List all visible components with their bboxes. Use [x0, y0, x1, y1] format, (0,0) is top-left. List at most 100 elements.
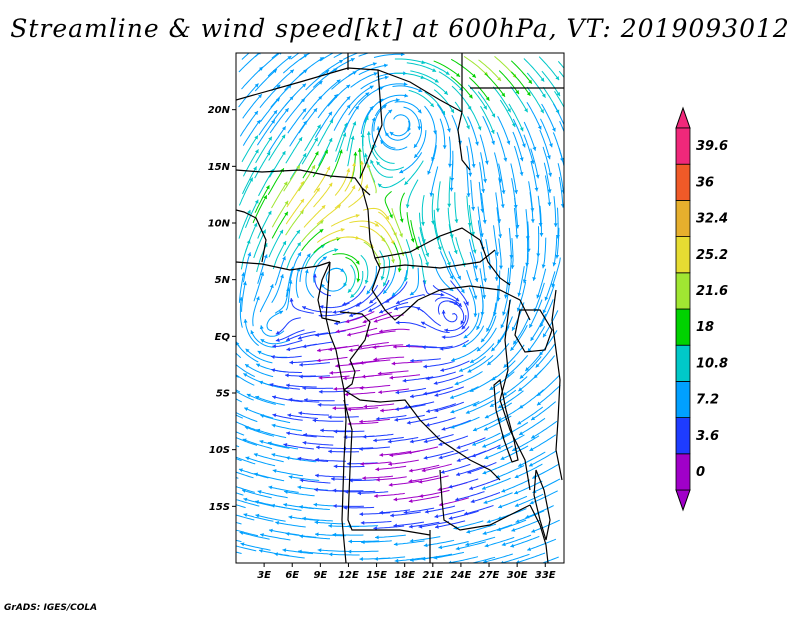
streamline [539, 129, 551, 160]
streamline-arrow [465, 301, 469, 306]
streamline [530, 313, 547, 342]
streamline [493, 285, 499, 317]
streamline-arrow [472, 249, 477, 254]
streamline-arrow [300, 198, 304, 203]
streamline-arrow [377, 371, 382, 376]
streamline [438, 449, 469, 459]
streamline-arrow [298, 549, 302, 554]
streamline [498, 238, 502, 270]
streamline-arrow [447, 261, 451, 266]
streamline-arrow [284, 211, 288, 216]
streamline-arrow [522, 279, 527, 284]
streamline-arrow [378, 183, 382, 188]
streamline-arrow [284, 108, 289, 113]
map-frame [235, 52, 565, 564]
streamline-arrow [318, 375, 323, 380]
streamline [480, 152, 486, 183]
streamline [298, 164, 316, 192]
streamline [347, 421, 379, 425]
streamline-arrow [410, 358, 414, 363]
streamline [510, 324, 528, 352]
streamline-arrow [369, 299, 374, 304]
streamline [347, 525, 379, 527]
streamline [364, 153, 376, 183]
streamline-arrow [365, 92, 370, 97]
streamline-arrow [335, 363, 339, 368]
streamline [313, 256, 328, 283]
streamline [272, 240, 287, 270]
streamline [257, 490, 288, 499]
streamline [290, 53, 300, 60]
streamline [267, 442, 299, 450]
streamline [245, 456, 276, 467]
streamline [314, 521, 346, 525]
streamline-arrow [343, 46, 347, 50]
border-line [529, 504, 549, 563]
streamline [373, 104, 387, 132]
streamline-arrow [501, 542, 506, 547]
streamline-arrow [535, 363, 540, 368]
streamline-arrow [314, 487, 318, 492]
streamline [448, 266, 465, 294]
streamline [393, 495, 425, 501]
streamline [301, 228, 324, 251]
streamline-arrow [455, 297, 460, 302]
streamline [423, 539, 455, 547]
streamline-arrow [515, 90, 519, 95]
streamline [463, 55, 489, 77]
streamline-arrow [448, 560, 452, 563]
streamline [497, 270, 501, 302]
streamline-arrow [312, 418, 317, 423]
streamline [551, 257, 561, 288]
streamline [393, 521, 425, 527]
streamline [377, 177, 406, 189]
streamline-arrow [521, 143, 526, 148]
streamline-arrow [547, 155, 551, 160]
streamline [422, 77, 449, 96]
streamline [472, 417, 502, 432]
streamline [299, 253, 311, 282]
streamline-arrow [485, 96, 490, 101]
streamline [438, 497, 470, 506]
streamline [242, 119, 261, 146]
streamline-arrow [328, 182, 333, 187]
streamline [476, 300, 484, 331]
streamline [254, 185, 270, 213]
streamline [467, 116, 479, 146]
streamline-arrow [388, 109, 393, 114]
streamline [394, 72, 425, 79]
streamline [289, 251, 302, 281]
streamline-arrow [534, 187, 539, 192]
streamline [243, 513, 274, 522]
streamline [359, 418, 390, 423]
streamline [269, 383, 300, 390]
streamline [298, 56, 324, 77]
streamline [531, 519, 560, 533]
border-line [343, 389, 501, 481]
streamline [300, 80, 323, 104]
streamline-arrow [359, 385, 364, 390]
streamline [271, 274, 284, 303]
streamline [468, 205, 475, 236]
streamline-arrow [494, 277, 499, 281]
lon-tick-label: 21E [422, 570, 443, 581]
streamline-arrow [519, 374, 524, 379]
streamline [236, 551, 242, 554]
streamline-arrow [527, 547, 532, 551]
streamline-arrow [214, 484, 218, 488]
streamline [430, 166, 439, 197]
streamline-arrow [328, 552, 333, 557]
streamline [484, 73, 506, 98]
streamline-arrow [263, 195, 267, 200]
colorbar-label: 36 [696, 175, 714, 190]
streamline-arrow [543, 333, 547, 338]
streamline [313, 166, 331, 193]
streamline-arrow [284, 490, 288, 494]
streamline-arrow [332, 406, 336, 411]
streamline [330, 214, 360, 227]
streamline-arrow [347, 332, 351, 337]
streamline [314, 111, 333, 138]
streamline [314, 273, 332, 297]
streamline [254, 151, 271, 179]
streamline [393, 114, 411, 132]
